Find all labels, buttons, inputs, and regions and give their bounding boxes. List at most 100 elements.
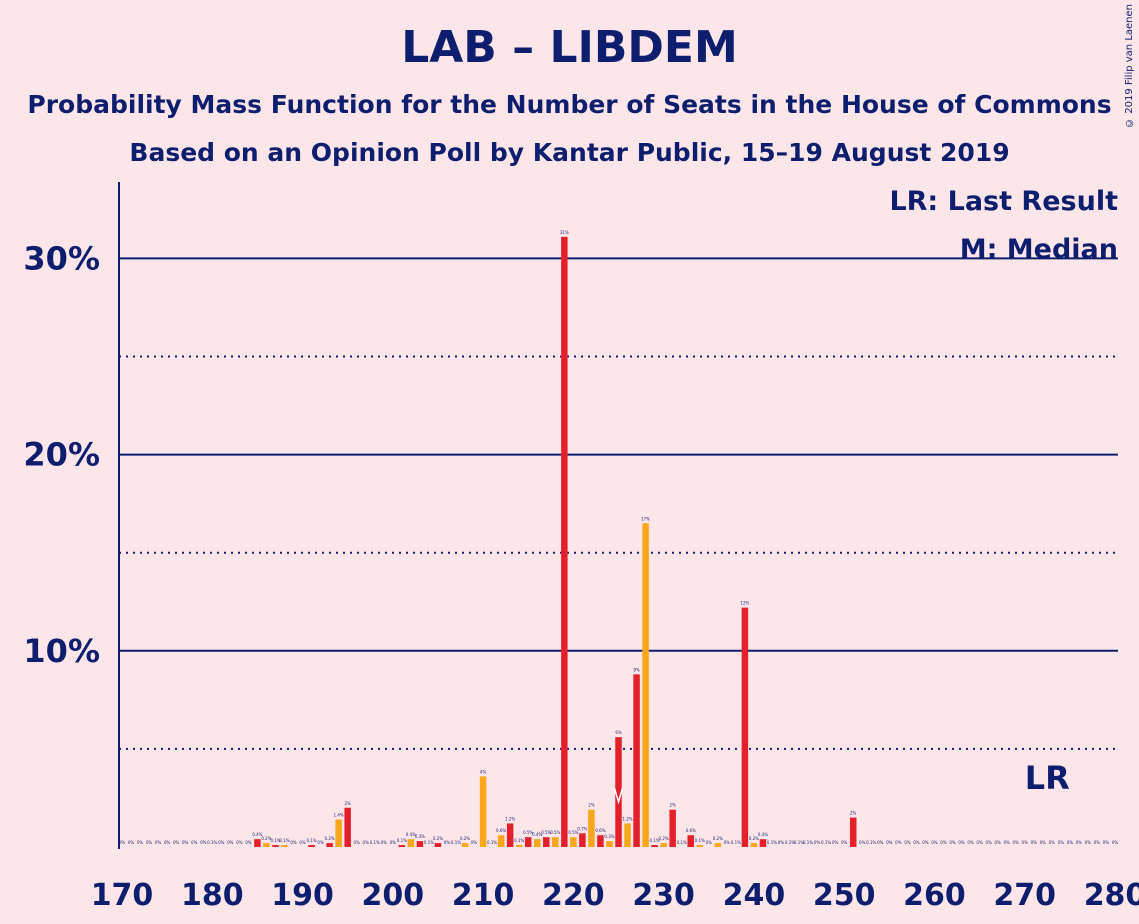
bar bbox=[687, 835, 694, 847]
bar-data-label: 6% bbox=[615, 730, 622, 735]
bar-data-label: 0.1% bbox=[767, 840, 777, 845]
bar-data-label: 0% bbox=[200, 840, 207, 845]
bar-data-label: 0% bbox=[191, 840, 198, 845]
bar bbox=[552, 837, 559, 847]
bar-data-label: 0% bbox=[832, 840, 839, 845]
bar-data-label: 0% bbox=[317, 840, 324, 845]
bar-data-label: 0.2% bbox=[460, 836, 470, 841]
bar-data-label: 0% bbox=[290, 840, 297, 845]
bar-data-label: 0% bbox=[354, 840, 361, 845]
bar-data-label: 0% bbox=[994, 840, 1001, 845]
bar bbox=[407, 839, 415, 847]
bar-data-label: 0% bbox=[155, 840, 162, 845]
bar-data-label: 0% bbox=[778, 840, 785, 845]
bar bbox=[615, 737, 622, 847]
bar-data-label: 0.2% bbox=[713, 836, 723, 841]
x-tick-label: 200 bbox=[362, 878, 425, 913]
x-tick-label: 240 bbox=[723, 878, 786, 913]
x-tick-label: 180 bbox=[181, 878, 244, 913]
data-labels: 0% 0% 0% 0% 0% 0% 0% 0% 0% 0% 0.1% 0% 0% 0% 0%0.4%0.2%… bbox=[119, 230, 1119, 845]
bar-data-label: 0% bbox=[1022, 840, 1029, 845]
y-tick-label: 10% bbox=[23, 632, 100, 670]
bar-data-label: 0% bbox=[913, 840, 920, 845]
y-tick-label: 20% bbox=[23, 436, 100, 474]
bar bbox=[651, 845, 658, 847]
bar-data-label: 0.1% bbox=[866, 840, 876, 845]
bar-data-label: 0.3% bbox=[415, 834, 425, 839]
bar-data-label: 0.6% bbox=[686, 828, 696, 833]
bar-data-label: 0% bbox=[958, 840, 965, 845]
bar-data-label: 17% bbox=[641, 516, 650, 521]
bar-data-label: 0% bbox=[895, 840, 902, 845]
last-result-marker: LR bbox=[1025, 759, 1070, 797]
bar-data-label: 1.2% bbox=[622, 816, 632, 821]
bar-data-label: 0.7% bbox=[577, 826, 587, 831]
bar-data-label: 0.5% bbox=[541, 830, 551, 835]
bar-data-label: 0% bbox=[940, 840, 947, 845]
bar bbox=[524, 837, 532, 847]
bar-data-label: 0.3% bbox=[604, 834, 614, 839]
bar-data-label: 0% bbox=[390, 840, 397, 845]
x-tick-label: 190 bbox=[271, 878, 334, 913]
x-tick-label: 210 bbox=[452, 878, 515, 913]
bar-data-label: 0% bbox=[227, 840, 234, 845]
bar bbox=[308, 845, 315, 847]
bar-data-label: 0.1% bbox=[803, 840, 813, 845]
bar bbox=[588, 809, 595, 847]
bar-data-label: 0.1% bbox=[785, 840, 795, 845]
bar-data-label: 0% bbox=[299, 840, 306, 845]
bar-data-label: 0.4% bbox=[406, 832, 416, 837]
bar-data-label: 0% bbox=[128, 840, 135, 845]
bar-data-label: 0% bbox=[137, 840, 144, 845]
bar bbox=[515, 845, 523, 847]
bar-data-label: 0% bbox=[218, 840, 225, 845]
bar-data-label: 0.6% bbox=[496, 828, 506, 833]
bar bbox=[750, 843, 758, 847]
bar-data-label: 1.2% bbox=[505, 816, 515, 821]
bar-data-label: 0% bbox=[1049, 840, 1056, 845]
bar-data-label: 0% bbox=[1031, 840, 1038, 845]
chart-subtitle: Probability Mass Function for the Number… bbox=[27, 90, 1112, 119]
x-tick-label: 220 bbox=[542, 878, 605, 913]
y-tick-labels: 10% 20% 30% bbox=[23, 239, 100, 669]
bar bbox=[461, 843, 469, 847]
legend-last-result: LR: Last Result bbox=[889, 186, 1118, 217]
bar bbox=[506, 823, 514, 847]
bar bbox=[281, 845, 288, 847]
bar-data-label: 2% bbox=[669, 803, 676, 808]
bar bbox=[633, 674, 640, 847]
bar bbox=[543, 837, 550, 847]
bar-data-label: 0.1% bbox=[487, 840, 497, 845]
median-marker bbox=[613, 787, 624, 805]
bar bbox=[416, 841, 424, 847]
bar-data-label: 0.1% bbox=[270, 838, 280, 843]
chart-title: LAB – LIBDEM bbox=[401, 22, 738, 73]
bar-data-label: 0% bbox=[1040, 840, 1047, 845]
bar bbox=[570, 837, 577, 847]
bar-data-label: 0% bbox=[877, 840, 884, 845]
bar bbox=[497, 835, 505, 847]
bar-data-label: 0% bbox=[976, 840, 983, 845]
bar-data-label: 0% bbox=[146, 840, 153, 845]
bar bbox=[534, 839, 541, 847]
bar bbox=[263, 843, 270, 847]
bar-data-label: 0.1% bbox=[677, 840, 687, 845]
bar-data-label: 0.4% bbox=[252, 832, 262, 837]
bar-data-label: 9% bbox=[633, 667, 640, 672]
bar bbox=[561, 236, 568, 847]
x-tick-label: 250 bbox=[813, 878, 876, 913]
x-tick-label: 230 bbox=[632, 878, 695, 913]
bar-data-label: 0% bbox=[985, 840, 992, 845]
bar bbox=[434, 843, 442, 847]
bar-data-label: 0% bbox=[1013, 840, 1020, 845]
bar-data-label: 4% bbox=[480, 769, 487, 774]
bar-data-label: 0% bbox=[841, 840, 848, 845]
bar-data-label: 0.1% bbox=[731, 840, 741, 845]
bar bbox=[660, 843, 667, 847]
x-tick-label: 260 bbox=[903, 878, 966, 913]
bar-data-label: 0.1% bbox=[424, 840, 434, 845]
bar bbox=[669, 809, 676, 847]
bar-data-label: 0.1% bbox=[397, 838, 407, 843]
bar-data-label: 2% bbox=[850, 811, 857, 816]
